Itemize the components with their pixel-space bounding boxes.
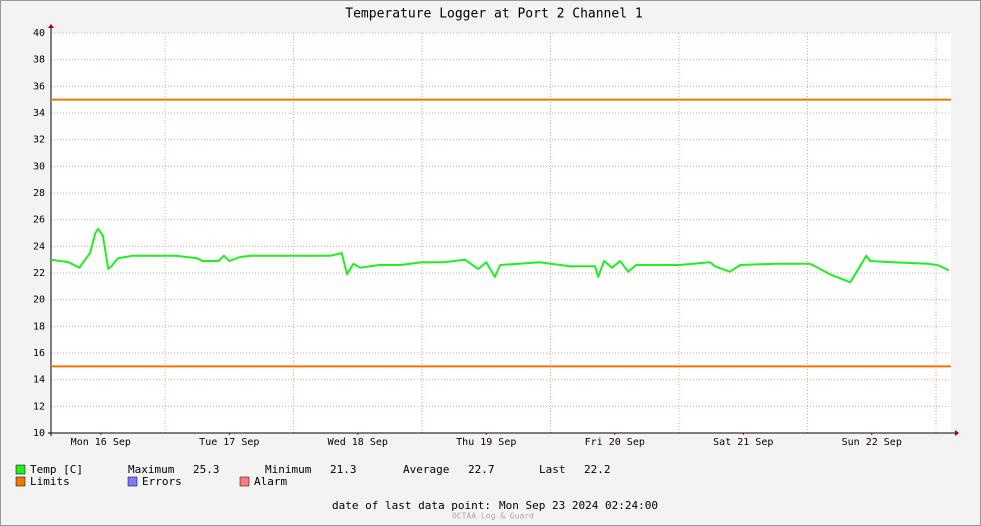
x-tick-label: Thu 19 Sep [456, 437, 516, 448]
x-tick-label: Wed 18 Sep [328, 437, 388, 448]
watermark: OCTAA Log & Guard [452, 512, 534, 521]
y-tick-label: 18 [33, 321, 45, 332]
y-tick-label: 16 [33, 348, 45, 359]
footer-label: date of last data point: [332, 499, 491, 512]
legend-swatch [127, 476, 138, 487]
plot-area [51, 33, 951, 433]
chart-title: Temperature Logger at Port 2 Channel 1 [345, 7, 642, 22]
legend-swatch [15, 476, 26, 487]
x-tick-label: Tue 17 Sep [199, 437, 259, 448]
footer-date: Mon Sep 23 2024 02:24:00 [499, 499, 658, 512]
y-tick-label: 28 [33, 188, 45, 199]
y-tick-label: 12 [33, 401, 45, 412]
y-tick-label: 36 [33, 81, 45, 92]
data-line [50, 228, 950, 284]
y-tick-label: 10 [33, 428, 45, 439]
x-tick-label: Mon 16 Sep [71, 437, 131, 448]
y-tick-label: 38 [33, 55, 45, 66]
axis-arrow [955, 430, 959, 436]
stat-value: 25.3 [193, 463, 220, 476]
stat-label: Minimum [265, 463, 312, 476]
y-tick-label: 24 [33, 241, 45, 252]
y-tick-label: 40 [33, 28, 45, 39]
stat-value: 22.2 [584, 463, 611, 476]
x-tick-label: Sun 22 Sep [842, 437, 902, 448]
y-tick-label: 20 [33, 295, 45, 306]
x-tick-label: Sat 21 Sep [713, 437, 773, 448]
legend-swatch [15, 464, 26, 475]
stat-value: 22.7 [468, 463, 495, 476]
y-tick-label: 30 [33, 161, 45, 172]
y-tick-label: 14 [33, 375, 45, 386]
legend-label: Alarm [254, 475, 287, 488]
legend-label: Temp [C] [30, 463, 83, 476]
y-tick-label: 32 [33, 135, 45, 146]
axis-arrow [48, 24, 54, 28]
y-tick-label: 22 [33, 268, 45, 279]
stat-value: 21.3 [330, 463, 357, 476]
legend-swatch [239, 476, 250, 487]
x-tick-label: Fri 20 Sep [585, 437, 645, 448]
legend-label: Errors [142, 475, 182, 488]
stat-label: Last [539, 463, 566, 476]
stat-label: Maximum [128, 463, 175, 476]
y-tick-label: 26 [33, 215, 45, 226]
y-tick-label: 34 [33, 108, 45, 119]
stat-label: Average [403, 463, 449, 476]
legend-label: Limits [30, 475, 70, 488]
